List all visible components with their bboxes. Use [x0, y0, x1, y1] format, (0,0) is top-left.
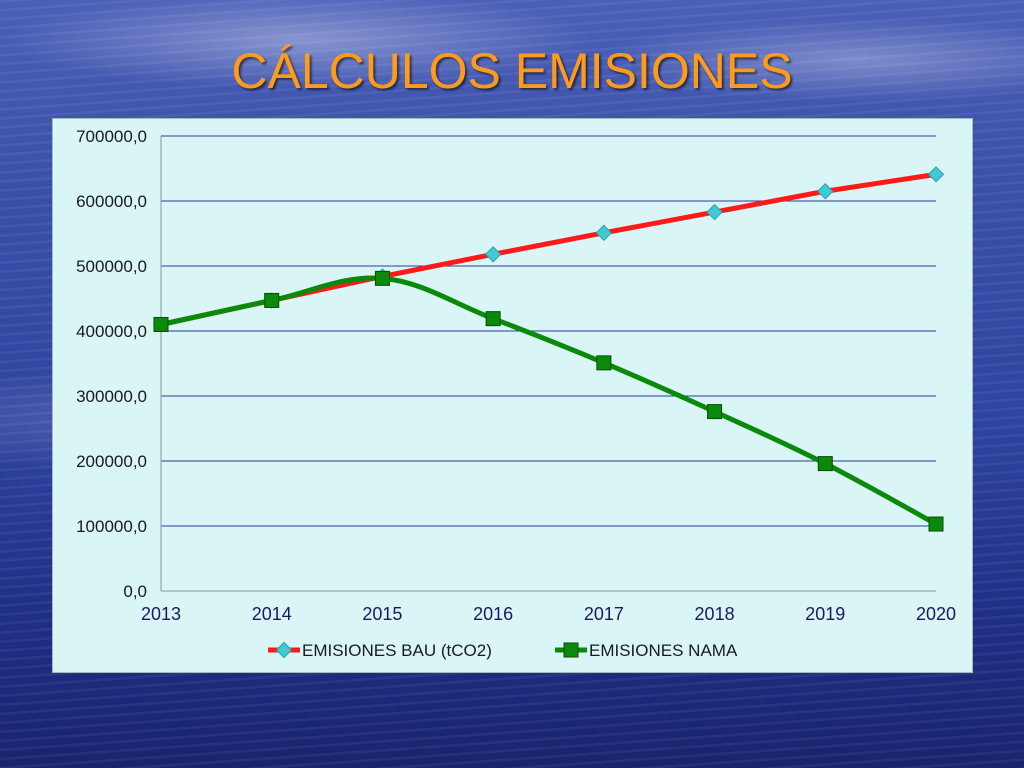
y-tick-label: 500000,0 — [76, 257, 147, 276]
slide-title: CÁLCULOS EMISIONES — [231, 43, 793, 99]
x-tick-label: 2014 — [252, 604, 292, 624]
legend-marker — [275, 641, 293, 659]
data-point — [484, 246, 502, 263]
data-point — [817, 456, 833, 472]
series — [152, 166, 945, 532]
x-tick-label: 2016 — [473, 604, 513, 624]
data-point — [264, 292, 280, 308]
legend-marker — [563, 642, 579, 658]
chart-panel: 0,0 100000,0 200000,0 300000,0 400000,0 50000… — [52, 118, 973, 673]
x-tick-label: 2013 — [141, 604, 181, 624]
x-tick-label: 2020 — [916, 604, 956, 624]
data-point — [485, 311, 501, 327]
legend: EMISIONES BAU (tCO2) EMISIONES NAMA — [268, 641, 738, 660]
data-point — [595, 224, 613, 242]
data-point — [706, 203, 723, 221]
series-line — [158, 275, 939, 527]
y-tick-label: 100000,0 — [76, 517, 147, 536]
data-point — [817, 183, 834, 200]
axis: 0,0 100000,0 200000,0 300000,0 400000,0 50000… — [76, 127, 956, 624]
series-nama — [153, 270, 944, 532]
line-chart: 0,0 100000,0 200000,0 300000,0 400000,0 50000… — [76, 127, 956, 660]
x-tick-label: 2019 — [805, 604, 845, 624]
x-tick-label: 2017 — [584, 604, 624, 624]
y-tick-label: 0,0 — [123, 582, 147, 601]
y-tick-label: 400000,0 — [76, 322, 147, 341]
legend-entry: EMISIONES BAU (tCO2) — [268, 641, 492, 660]
gridlines — [161, 135, 936, 592]
legend-label: EMISIONES NAMA — [589, 641, 738, 660]
data-point — [927, 166, 945, 183]
y-tick-label: 200000,0 — [76, 452, 147, 471]
data-point — [153, 317, 169, 332]
data-point — [707, 404, 723, 420]
y-tick-label: 600000,0 — [76, 192, 147, 211]
data-point — [596, 355, 612, 371]
legend-label: EMISIONES BAU (tCO2) — [302, 641, 492, 660]
y-tick-label: 700000,0 — [76, 127, 147, 146]
data-point — [374, 270, 390, 286]
legend-entry: EMISIONES NAMA — [555, 641, 738, 660]
y-tick-label: 300000,0 — [76, 387, 147, 406]
data-point — [928, 516, 944, 532]
x-tick-label: 2015 — [362, 604, 402, 624]
x-tick-label: 2018 — [695, 604, 735, 624]
